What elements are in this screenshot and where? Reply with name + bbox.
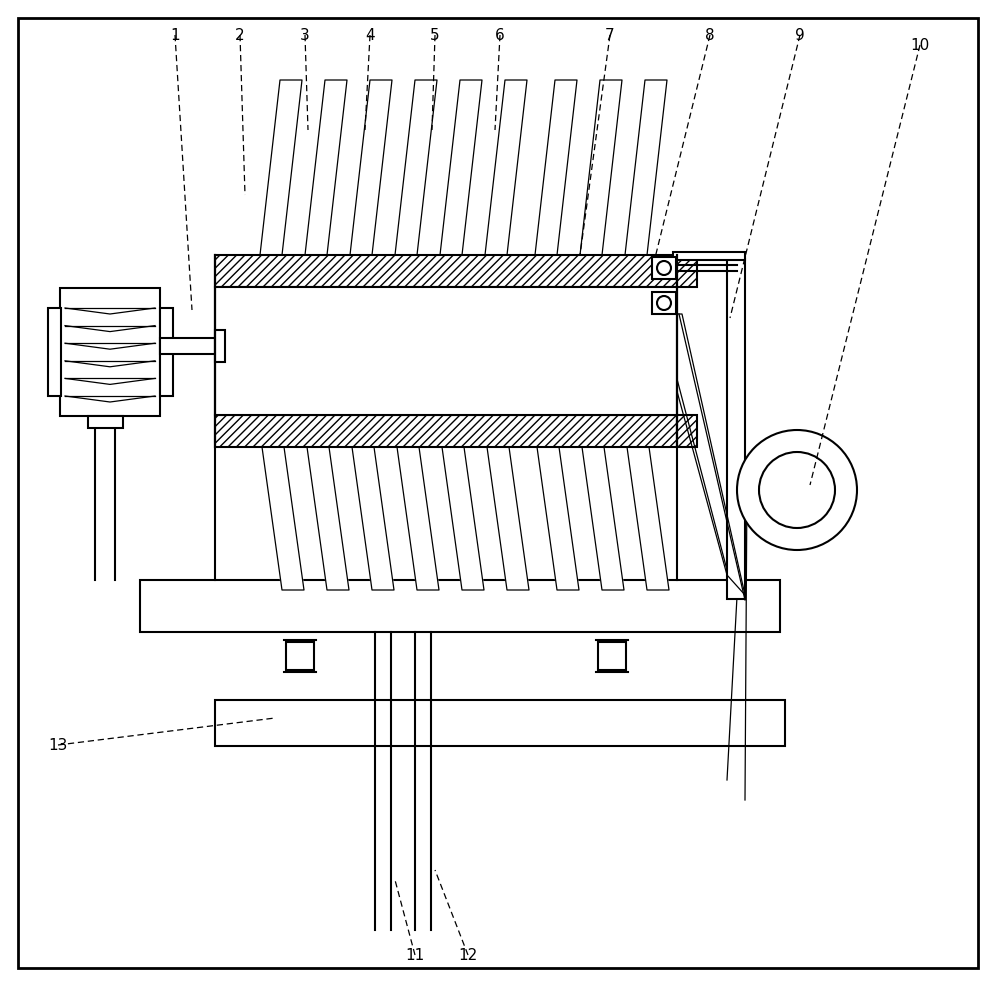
Bar [215,255,677,287]
Bar [652,257,676,279]
Bar [60,288,160,416]
Polygon shape [350,80,392,255]
Text: 9: 9 [795,28,805,42]
Text: 3: 3 [300,28,310,42]
Text: 6: 6 [495,28,505,42]
Polygon shape [262,447,304,590]
Polygon shape [442,447,484,590]
Bar [727,259,745,599]
Polygon shape [440,80,482,255]
Bar [48,308,61,396]
Text: 11: 11 [405,948,425,962]
Bar [677,255,697,287]
Polygon shape [537,447,579,590]
Polygon shape [307,447,349,590]
Bar [215,415,677,447]
Polygon shape [485,80,527,255]
Bar [88,416,123,428]
Circle shape [737,430,857,550]
Circle shape [657,261,671,275]
Polygon shape [582,447,624,590]
Polygon shape [397,447,439,590]
Text: 1: 1 [170,28,180,42]
Bar [160,308,173,396]
Bar [286,642,314,670]
Bar [652,292,676,314]
Text: 8: 8 [705,28,715,42]
Polygon shape [352,447,394,590]
Text: 2: 2 [235,28,245,42]
Polygon shape [656,314,745,595]
Polygon shape [580,80,622,255]
Polygon shape [627,447,669,590]
Polygon shape [625,80,667,255]
Text: 5: 5 [430,28,440,42]
Text: 4: 4 [365,28,375,42]
Bar [598,642,626,670]
Bar [677,415,697,447]
Circle shape [657,296,671,310]
Polygon shape [395,80,437,255]
Text: 12: 12 [458,948,478,962]
Bar [215,330,225,362]
Bar [160,338,215,354]
Polygon shape [305,80,347,255]
Bar [140,580,780,632]
Bar [215,700,785,746]
Circle shape [759,452,835,528]
Text: 10: 10 [910,37,930,52]
Polygon shape [535,80,577,255]
Bar [673,252,745,260]
Polygon shape [260,80,302,255]
Polygon shape [487,447,529,590]
Bar [215,287,677,415]
Text: 13: 13 [48,738,68,752]
Text: 7: 7 [605,28,615,42]
